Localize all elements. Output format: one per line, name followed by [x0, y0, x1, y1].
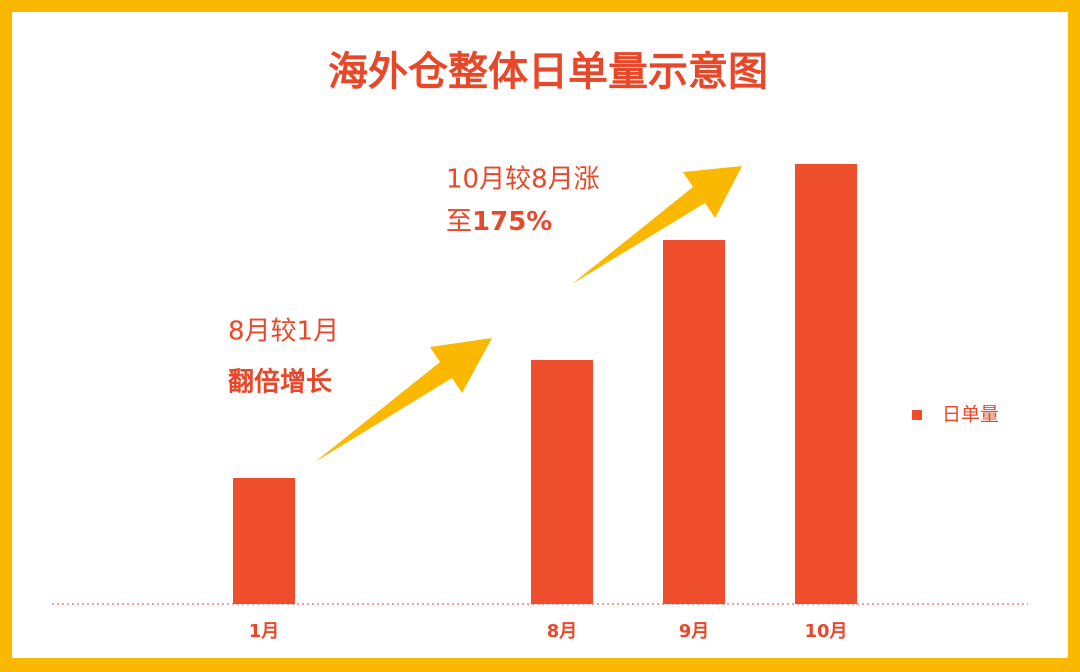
legend-swatch [912, 410, 922, 420]
annotation-highlight: 175% [472, 207, 552, 237]
annotation: 10月较8月涨 [446, 165, 600, 195]
legend-label: 日单量 [942, 404, 999, 426]
x-tick-label: 1月 [249, 621, 280, 642]
x-tick-label: 9月 [679, 621, 710, 642]
bar [795, 164, 857, 604]
annotation: 翻倍增长 [228, 367, 333, 398]
arrow [572, 166, 742, 284]
bar [233, 478, 295, 604]
annotation: 8月较1月 [228, 317, 339, 347]
x-tick-label: 8月 [547, 621, 578, 642]
chart-title: 海外仓整体日单量示意图 [328, 49, 768, 95]
annotation: 至175% [446, 207, 552, 237]
x-tick-label: 10月 [804, 621, 847, 642]
bar [663, 240, 725, 604]
arrow [315, 338, 492, 462]
bar [531, 360, 593, 604]
annotation-text: 至 [446, 207, 472, 237]
